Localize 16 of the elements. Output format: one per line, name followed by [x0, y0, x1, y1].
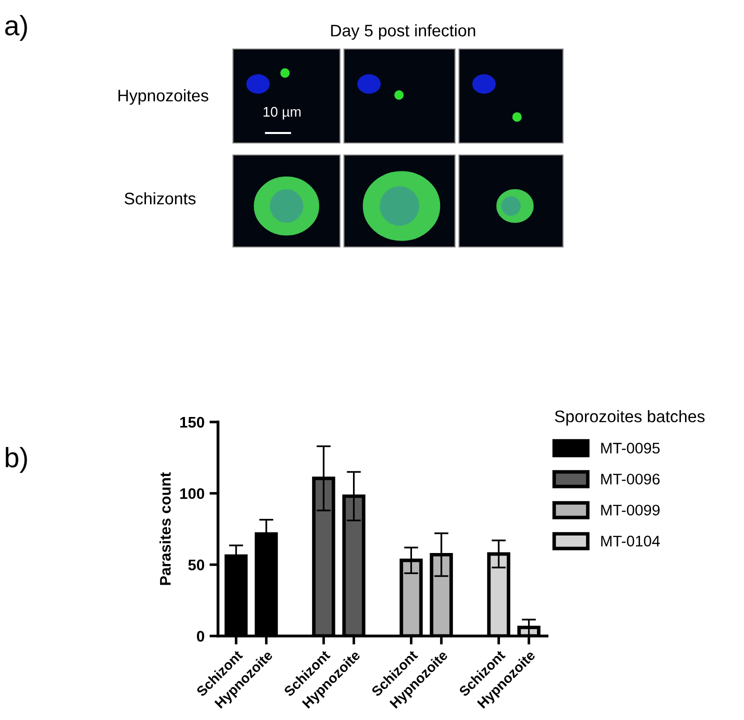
y-tick-label: 0: [196, 630, 204, 642]
text: b): [6, 447, 27, 473]
text: 10 µm: [264, 106, 301, 120]
y-tick-label: 50: [188, 560, 204, 570]
legend-label: MT-0096: [601, 474, 660, 485]
text: a): [5, 15, 27, 41]
y-tick-label: 100: [180, 488, 204, 500]
y-axis-title: Parasites count: [160, 472, 171, 585]
text: Hypnozoites: [118, 89, 208, 105]
legend-label: MT-0095: [601, 442, 660, 454]
legend-label: MT-0104: [601, 536, 660, 546]
y-tick-label: 150: [180, 416, 204, 428]
text: Schizonts: [124, 192, 196, 204]
text: Day 5 post infection: [331, 24, 476, 40]
legend-label: MT-0099: [601, 504, 660, 516]
legend-title: Sporozoites batches: [554, 410, 705, 426]
